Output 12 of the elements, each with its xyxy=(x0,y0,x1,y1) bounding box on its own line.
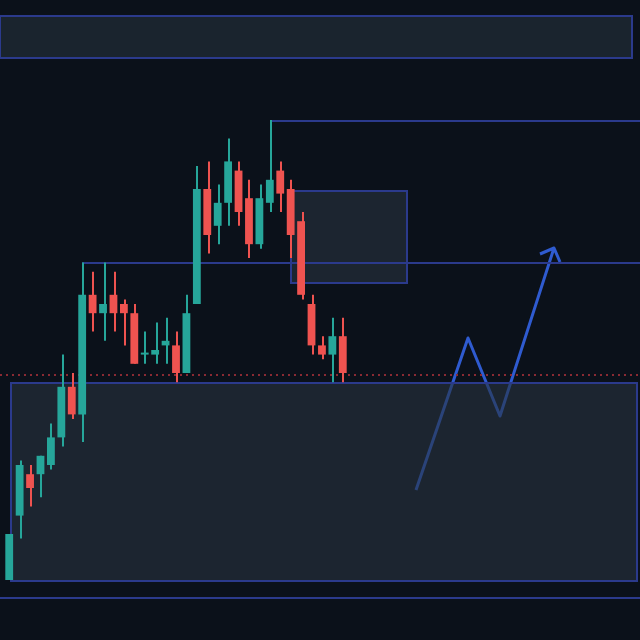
candlestick xyxy=(99,261,107,342)
candlestick xyxy=(338,316,347,384)
candlestick xyxy=(172,330,180,384)
candlestick xyxy=(67,372,76,420)
candlestick xyxy=(328,316,337,384)
candlestick xyxy=(26,464,34,508)
candlestick xyxy=(318,335,326,361)
candlestick xyxy=(224,137,233,227)
candlestick xyxy=(88,270,97,333)
candlestick xyxy=(203,160,212,255)
candlestick xyxy=(213,183,222,246)
candlestick xyxy=(5,534,14,580)
